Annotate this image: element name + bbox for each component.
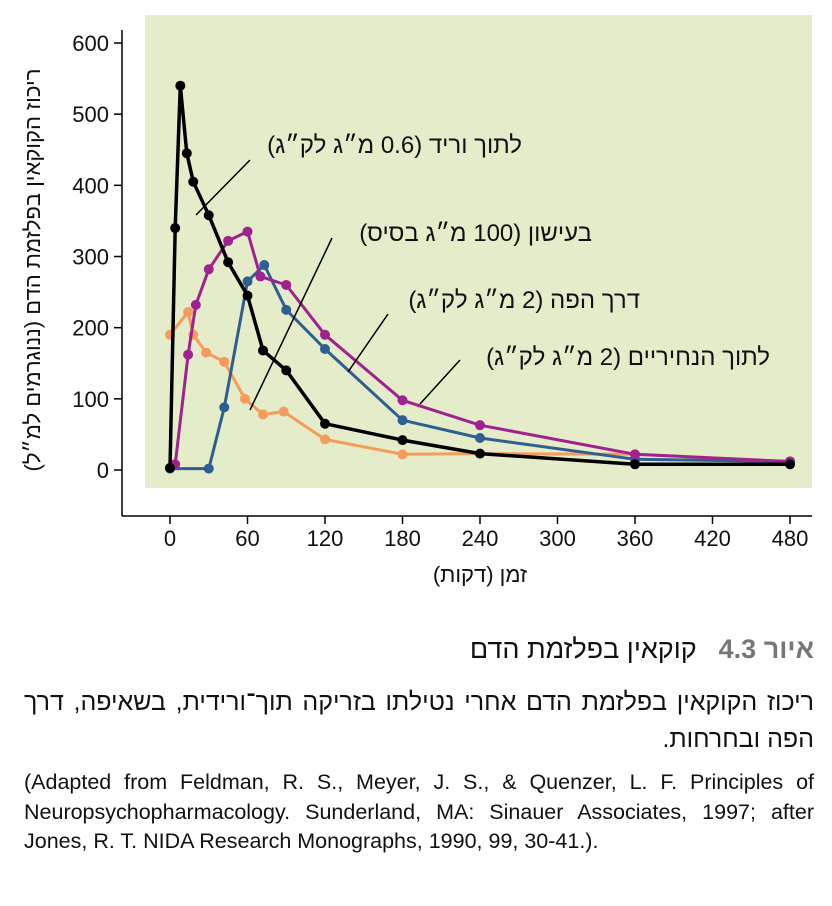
data-point [258, 345, 268, 356]
data-point [397, 435, 408, 446]
data-point [223, 235, 234, 246]
data-point [242, 276, 253, 287]
data-point [188, 176, 199, 187]
y-tick-label: 500 [72, 102, 109, 127]
data-point [475, 432, 485, 443]
x-tick-label: 360 [617, 526, 654, 551]
data-point [242, 290, 253, 301]
x-tick-label: 0 [164, 526, 176, 551]
data-point [201, 347, 212, 358]
y-tick-label: 300 [72, 245, 109, 270]
series-label: לתוך וריד (0.6 מ״ג לק״ג) [267, 132, 522, 159]
data-point [785, 459, 795, 470]
y-tick-label: 600 [72, 31, 109, 56]
data-point [397, 415, 408, 426]
axes: 0 100 200 300 400 500 600 0 60 120 180 240 300 360 420… [72, 30, 812, 551]
x-tick-label: 180 [384, 526, 421, 551]
series-label-leader [419, 359, 461, 405]
data-point [203, 264, 214, 275]
figure-caption-title: איור 4.3 קוקאין בפלזמת הדם [24, 634, 814, 665]
figure-title: קוקאין בפלזמת הדם [469, 634, 697, 664]
data-point [281, 279, 292, 290]
figure-description: ריכוז הקוקאין בפלזמת הדם אחרי נטילתו בזר… [24, 688, 814, 753]
data-point [320, 344, 330, 355]
y-tick-label: 200 [72, 316, 109, 341]
data-point [183, 349, 194, 360]
figure-number: איור 4.3 [718, 634, 814, 664]
data-point [320, 434, 330, 445]
x-tick-label: 120 [307, 526, 344, 551]
data-point [203, 210, 214, 221]
x-tick-label: 300 [539, 526, 576, 551]
data-point [475, 420, 485, 431]
series-label-leader [249, 237, 333, 411]
series-label: דרך הפה (2 מ״ג לק״ג) [408, 287, 640, 314]
data-point [242, 226, 253, 237]
data-point [320, 329, 330, 340]
x-axis-label: זמן (דקות) [433, 562, 527, 587]
data-point [165, 462, 175, 473]
data-point [181, 148, 192, 159]
series-label: בעישון (100 מ״ג בסיס) [359, 220, 592, 247]
x-tick-label: 480 [772, 526, 809, 551]
series-1 [165, 80, 795, 473]
data-point [203, 463, 214, 474]
data-point [630, 459, 640, 470]
x-tick-label: 240 [462, 526, 499, 551]
data-point [219, 402, 230, 413]
series-label-leader [347, 313, 389, 373]
data-point [183, 307, 194, 318]
figure-source-citation: (Adapted from Feldman, R. S., Meyer, J. … [24, 770, 814, 853]
series-3 [165, 260, 795, 474]
data-point [258, 409, 268, 420]
data-point [281, 304, 292, 315]
data-point [281, 365, 292, 376]
data-point [175, 80, 186, 91]
x-tick-label: 420 [694, 526, 731, 551]
data-point [219, 356, 230, 367]
data-point [397, 395, 408, 406]
series-label: לתוך הנחיריים (2 מ״ג לק״ג) [486, 344, 770, 371]
data-point [278, 406, 289, 417]
data-point [223, 257, 234, 268]
data-point [397, 449, 408, 460]
plot-area-background [145, 15, 812, 488]
series-label-leader [195, 159, 251, 216]
y-tick-label: 100 [72, 387, 109, 412]
series-layer [165, 80, 795, 474]
data-point [320, 418, 330, 429]
data-point [239, 393, 250, 404]
series-4 [170, 226, 795, 470]
x-tick-label: 60 [235, 526, 259, 551]
data-point [475, 448, 485, 459]
data-point [630, 449, 640, 460]
y-axis-label: ריכוז הקוקאין בפלזמת הדם (ננוגרמים למ״ל) [20, 69, 45, 472]
series-annotations: לתוך וריד (0.6 מ״ג לק״ג) בעישון (100 מ״ג … [195, 132, 770, 411]
data-point [255, 271, 266, 282]
y-tick-label: 0 [97, 458, 109, 483]
y-tick-label: 400 [72, 173, 109, 198]
data-point [170, 223, 181, 234]
data-point [190, 299, 201, 310]
data-point [259, 260, 270, 271]
